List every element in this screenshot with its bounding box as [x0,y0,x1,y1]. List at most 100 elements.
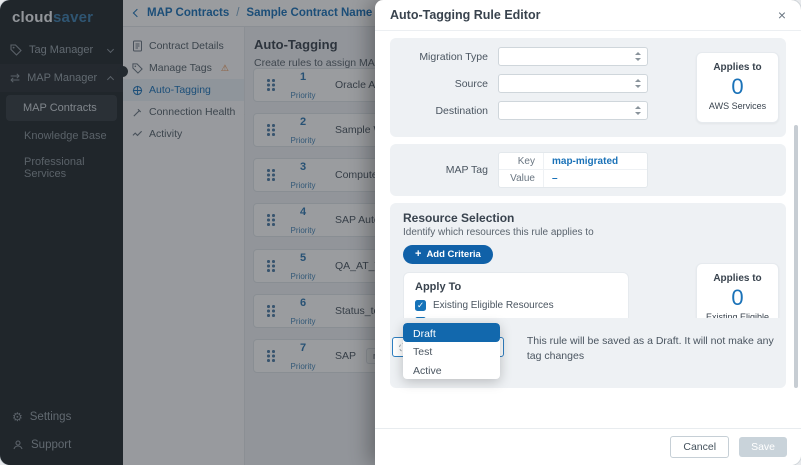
checkbox-label: Existing Eligible Resources [433,300,554,311]
priority-number: 3 [299,161,307,173]
map-tag-key-row: Key map-migrated [499,153,647,170]
save-button[interactable]: Save [739,437,787,457]
sidebar-item-label: Support [31,439,72,451]
sidebar-item-label: MAP Manager [27,72,98,84]
modal-header: Auto-Tagging Rule Editor × [375,0,801,31]
headset-icon [13,440,23,450]
add-criteria-label: Add Criteria [426,249,481,260]
resource-selection-title: Resource Selection [403,211,515,225]
plug-icon [133,108,142,117]
stepper-icon [635,79,641,88]
drag-handle-icon[interactable] [267,124,275,136]
sidebar-item-settings[interactable]: ⚙ Settings [0,403,123,431]
plus-icon: + [415,248,422,260]
applies-to-count: 0 [731,74,744,99]
destination-label: Destination [435,104,488,117]
apply-to-title: Apply To [415,281,462,293]
status-dropdown-menu: Draft Test Active [403,323,500,379]
cloudsaver-logo: cloudsaver [12,9,94,26]
status-note: This rule will be saved as a Draft. It w… [526,335,774,363]
priority-number: 1 [299,71,307,83]
destination-select[interactable] [498,101,648,120]
sidebar-item-support[interactable]: Support [0,431,123,459]
applies-to-title: Applies to [713,273,762,284]
document-icon [133,40,142,52]
drag-handle-icon[interactable] [267,260,275,272]
rule-name: SAP [335,350,357,362]
drag-handle-icon[interactable] [267,305,275,317]
priority-number: 7 [299,342,307,354]
dropdown-option-draft[interactable]: Draft [403,323,500,342]
drag-handle-icon[interactable] [267,214,275,226]
gear-icon: ⚙ [12,410,23,424]
value-label: Value [510,173,535,184]
sidebar-collapse-toggle[interactable] [117,66,128,77]
key-label: Key [517,155,535,167]
priority-label: Priority [290,91,316,100]
migration-type-select[interactable] [498,47,648,66]
map-tag-label: MAP Tag [445,164,488,176]
page-title: Auto-Tagging [254,37,338,52]
sidebar-item-map-manager[interactable]: ⇄ MAP Manager [0,64,123,92]
priority-number: 6 [299,297,307,309]
priority-label: Priority [290,181,316,190]
close-icon[interactable]: × [777,7,786,23]
map-tag-table: Key map-migrated Value – [498,152,648,188]
map-tag-section: MAP Tag Key map-migrated Value – [390,144,786,196]
contract-subnav: Contract Details Manage Tags ⚠ Auto-Tagg… [123,27,252,465]
sidebar-item-tag-manager[interactable]: Tag Manager [0,36,123,64]
sidebar: cloudsaver Tag Manager ⇄ MAP Manager MAP… [0,0,123,465]
subnav-item-manage-tags[interactable]: Manage Tags ⚠ [123,57,244,79]
applies-to-count: 0 [731,285,744,310]
source-select[interactable] [498,74,648,93]
resource-selection-subtitle: Identify which resources this rule appli… [403,227,594,238]
drag-handle-icon[interactable] [267,169,275,181]
dropdown-option-active[interactable]: Active [413,364,442,377]
modal-scrollbar[interactable] [794,125,798,388]
add-criteria-button[interactable]: + Add Criteria [403,245,493,264]
breadcrumb-page: Sample Contract Name [246,7,373,19]
priority-label: Priority [290,362,316,371]
priority-label: Priority [290,317,316,326]
sidebar-item-professional-services[interactable]: Professional Services [24,156,85,180]
sidebar-item-label: Settings [29,411,72,423]
subnav-item-activity[interactable]: Activity [123,123,244,145]
subnav-item-contract-details[interactable]: Contract Details [123,35,244,57]
applies-to-unit: AWS Services [708,101,767,112]
source-label: Source [454,77,488,90]
migration-type-label: Migration Type [419,50,488,63]
subnav-item-auto-tagging[interactable]: Auto-Tagging [123,79,244,101]
subnav-label: Activity [149,128,183,140]
sidebar-item-knowledge-base[interactable]: Knowledge Base [24,130,107,142]
priority-label: Priority [290,272,316,281]
stepper-icon [635,106,641,115]
rule-editor-modal: Auto-Tagging Rule Editor × Migration Typ… [375,0,801,465]
sidebar-item-map-contracts[interactable]: MAP Contracts [6,95,117,121]
swap-icon: ⇄ [10,71,21,85]
subnav-label: Connection Health [149,106,236,118]
modal-title: Auto-Tagging Rule Editor [390,8,541,22]
cancel-button[interactable]: Cancel [670,436,730,458]
target-icon [132,85,143,95]
checkbox-checked-icon[interactable]: ✓ [415,300,426,311]
checkbox-existing-eligible-resources[interactable]: ✓ Existing Eligible Resources [415,300,617,311]
modal-footer: Cancel Save [375,428,801,465]
warning-icon: ⚠ [220,62,229,73]
priority-number: 4 [299,206,307,218]
priority-label: Priority [290,136,316,145]
dropdown-option-test[interactable]: Test [413,346,433,358]
tag-icon [132,62,143,74]
priority-label: Priority [290,226,316,235]
subnav-label: Contract Details [149,40,224,52]
value-value: – [543,170,647,187]
drag-handle-icon[interactable] [267,79,275,91]
map-tag-value-row: Value – [499,170,647,187]
applies-to-title: Applies to [713,62,762,73]
priority-number: 5 [299,252,307,264]
subnav-label: Auto-Tagging [149,84,211,96]
sidebar-footer: ⚙ Settings Support [0,403,123,459]
drag-handle-icon[interactable] [267,350,275,362]
breadcrumb-map-contracts[interactable]: MAP Contracts [147,7,230,19]
stepper-icon [635,52,641,61]
